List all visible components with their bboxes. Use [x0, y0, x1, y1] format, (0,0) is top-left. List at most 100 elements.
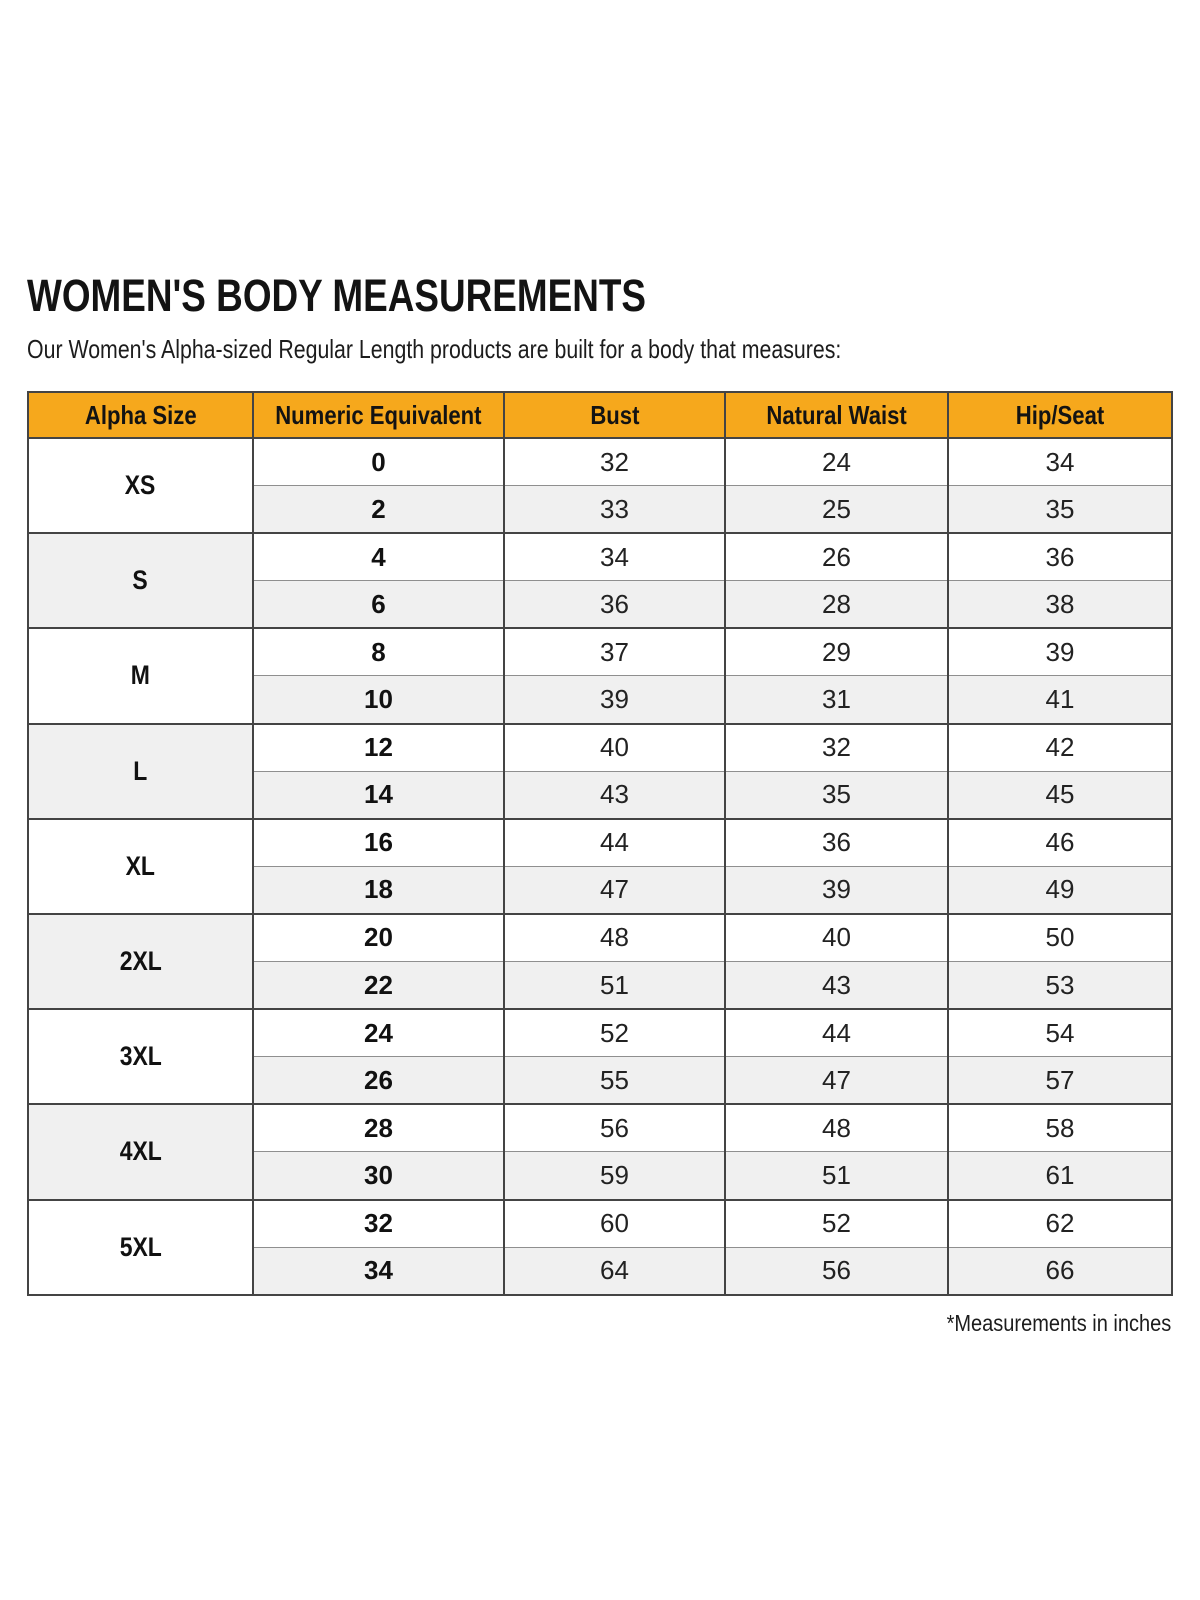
hip-seat-cell: 36: [947, 532, 1172, 581]
numeric-equivalent-cell: 14: [252, 770, 504, 819]
numeric-equivalent-cell: 12: [252, 722, 504, 772]
numeric-equivalent-cell: 28: [252, 1103, 504, 1152]
natural-waist-cell: 44: [724, 1008, 948, 1057]
hip-seat-cell: 50: [947, 912, 1172, 962]
page-title: WOMEN'S BODY MEASUREMENTS: [27, 270, 647, 321]
numeric-equivalent-cell: 8: [252, 627, 504, 676]
size-row-2xl-22: 22 51 43 53: [28, 961, 1172, 1010]
bust-cell: 59: [503, 1151, 725, 1200]
bust-cell: 34: [503, 532, 725, 581]
column-header-label: Alpha Size: [84, 399, 197, 430]
hip-seat-cell: 45: [947, 770, 1172, 819]
hip-seat-cell: 54: [947, 1008, 1172, 1057]
alpha-size-label: L: [133, 755, 148, 786]
natural-waist-cell: 28: [724, 580, 948, 629]
alpha-size-cell: L: [27, 722, 253, 819]
column-header-hip-seat: Hip/Seat: [947, 392, 1172, 439]
alpha-size-cell: 3XL: [27, 1008, 253, 1105]
table-header-row: Alpha Size Numeric Equivalent Bust Natural …: [27, 392, 1172, 439]
alpha-size-label: 5XL: [119, 1231, 162, 1262]
numeric-equivalent-cell: 16: [252, 817, 504, 867]
hip-seat-cell: 66: [947, 1246, 1172, 1295]
column-header-alpha-size: Alpha Size: [27, 392, 253, 439]
natural-waist-cell: 43: [724, 961, 948, 1010]
alpha-size-label: S: [132, 565, 149, 596]
bust-cell: 32: [503, 437, 725, 486]
bust-cell: 40: [503, 722, 725, 772]
natural-waist-cell: 47: [724, 1056, 948, 1105]
size-row-2xl-20: 2XL 20 48 40 50: [27, 912, 1172, 1010]
hip-seat-cell: 34: [947, 437, 1172, 486]
bust-cell: 56: [503, 1103, 725, 1152]
alpha-size-label: 3XL: [119, 1041, 162, 1072]
size-row-xl-18: 18 47 39 49: [28, 865, 1172, 914]
natural-waist-cell: 39: [724, 865, 948, 914]
natural-waist-cell: 25: [724, 485, 948, 534]
size-row-5xl-34: 34 64 56 66: [28, 1246, 1172, 1295]
size-row-m-10: 10 39 31 41: [28, 675, 1172, 724]
natural-waist-cell: 40: [724, 912, 948, 962]
size-row-l-14: 14 43 35 45: [28, 770, 1172, 819]
natural-waist-cell: 51: [724, 1151, 948, 1200]
bust-cell: 37: [503, 627, 725, 676]
column-header-numeric-equivalent: Numeric Equivalent: [252, 392, 504, 439]
numeric-equivalent-cell: 24: [252, 1008, 504, 1057]
numeric-equivalent-cell: 10: [252, 675, 504, 724]
bust-cell: 43: [503, 770, 725, 819]
natural-waist-cell: 35: [724, 770, 948, 819]
hip-seat-cell: 46: [947, 817, 1172, 867]
page-subtitle: Our Women's Alpha-sized Regular Length p…: [27, 334, 842, 364]
alpha-size-cell: XS: [27, 436, 253, 534]
hip-seat-cell: 62: [947, 1198, 1172, 1248]
numeric-equivalent-cell: 20: [252, 912, 504, 962]
natural-waist-cell: 48: [724, 1103, 948, 1152]
hip-seat-cell: 49: [947, 865, 1172, 914]
hip-seat-cell: 41: [947, 675, 1172, 724]
size-row-m-8: M 8 37 29 39: [27, 627, 1172, 724]
natural-waist-cell: 52: [724, 1198, 948, 1248]
alpha-size-cell: 2XL: [27, 912, 253, 1010]
units-footnote: *Measurements in inches: [946, 1310, 1171, 1336]
table-body: XS 0 32 24 34 2 33 25 35 S 4 34 26 36 6 36 28 38 M 8 37 29 39 1…: [27, 436, 1172, 1295]
alpha-size-label: 2XL: [119, 946, 162, 977]
column-header-label: Hip/Seat: [1015, 399, 1105, 430]
hip-seat-cell: 39: [947, 627, 1172, 676]
bust-cell: 60: [503, 1198, 725, 1248]
hip-seat-cell: 42: [947, 722, 1172, 772]
size-row-l-12: L 12 40 32 42: [27, 722, 1172, 819]
column-header-label: Numeric Equivalent: [275, 399, 482, 430]
column-header-natural-waist: Natural Waist: [724, 392, 948, 439]
alpha-size-cell: S: [27, 532, 253, 629]
size-row-3xl-26: 26 55 47 57: [28, 1056, 1172, 1105]
natural-waist-cell: 36: [724, 817, 948, 867]
alpha-size-cell: 5XL: [27, 1198, 253, 1295]
size-table-container: Alpha Size Numeric Equivalent Bust Natural …: [27, 391, 1173, 1296]
numeric-equivalent-cell: 0: [252, 437, 504, 486]
alpha-size-label: M: [130, 660, 151, 691]
numeric-equivalent-cell: 34: [252, 1246, 504, 1295]
alpha-size-label: 4XL: [119, 1136, 162, 1167]
numeric-equivalent-cell: 2: [252, 485, 504, 534]
natural-waist-cell: 32: [724, 722, 948, 772]
column-header-label: Bust: [589, 399, 640, 430]
hip-seat-cell: 35: [947, 485, 1172, 534]
size-row-3xl-24: 3XL 24 52 44 54: [27, 1008, 1172, 1105]
bust-cell: 44: [503, 817, 725, 867]
size-row-xs-0: XS 0 32 24 34: [27, 436, 1172, 534]
hip-seat-cell: 58: [947, 1103, 1172, 1152]
size-row-4xl-30: 30 59 51 61: [28, 1151, 1172, 1200]
numeric-equivalent-cell: 32: [252, 1198, 504, 1248]
column-header-bust: Bust: [503, 392, 725, 439]
hip-seat-cell: 38: [947, 580, 1172, 629]
size-row-s-4: S 4 34 26 36: [27, 532, 1172, 629]
hip-seat-cell: 53: [947, 961, 1172, 1010]
alpha-size-label: XL: [125, 850, 156, 881]
natural-waist-cell: 26: [724, 532, 948, 581]
size-row-s-6: 6 36 28 38: [28, 580, 1172, 629]
numeric-equivalent-cell: 22: [252, 961, 504, 1010]
column-header-label: Natural Waist: [766, 399, 907, 430]
natural-waist-cell: 29: [724, 627, 948, 676]
bust-cell: 33: [503, 485, 725, 534]
bust-cell: 39: [503, 675, 725, 724]
